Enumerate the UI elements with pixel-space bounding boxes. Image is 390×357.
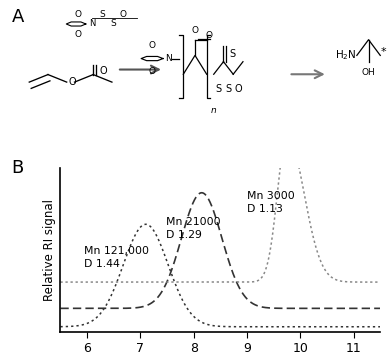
Text: O: O: [149, 67, 156, 76]
Text: O: O: [119, 10, 126, 19]
Text: Mn 3000
D 1.13: Mn 3000 D 1.13: [247, 191, 295, 214]
Text: O: O: [99, 66, 107, 76]
Text: B: B: [12, 159, 24, 177]
Text: $\rm H_2N$: $\rm H_2N$: [335, 49, 357, 62]
Text: N: N: [165, 54, 172, 63]
Text: *: *: [380, 47, 386, 57]
Text: O: O: [191, 26, 199, 35]
Text: OH: OH: [362, 68, 376, 77]
Text: Mn 21000
D 1.29: Mn 21000 D 1.29: [166, 217, 221, 240]
Text: S: S: [110, 20, 116, 29]
Text: O: O: [74, 30, 82, 40]
Text: S: S: [230, 49, 236, 59]
Text: O: O: [234, 84, 242, 94]
Text: Mn 121,000
D 1.44: Mn 121,000 D 1.44: [84, 246, 149, 269]
Text: n: n: [211, 106, 216, 115]
Text: N: N: [89, 20, 95, 29]
Text: O: O: [149, 41, 156, 50]
Text: A: A: [12, 8, 24, 26]
Text: O: O: [74, 10, 82, 19]
Text: S: S: [99, 10, 105, 19]
Text: S: S: [215, 84, 222, 94]
Y-axis label: Relative RI signal: Relative RI signal: [43, 199, 56, 301]
Text: S: S: [225, 84, 231, 94]
Text: O: O: [205, 31, 212, 40]
Text: O: O: [69, 77, 76, 87]
